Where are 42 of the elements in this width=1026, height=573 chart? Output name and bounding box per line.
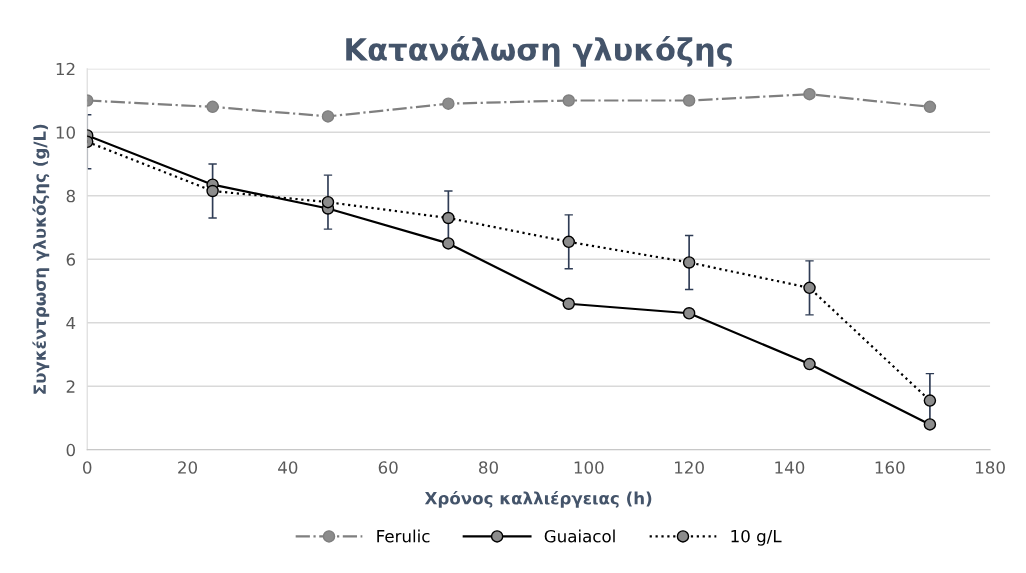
point — [682, 307, 696, 320]
point — [442, 237, 455, 250]
x-tick-label: 140 — [775, 461, 805, 474]
point — [206, 100, 219, 114]
y-tick-label: 2 — [66, 380, 75, 393]
x-tick-label: 40 — [278, 461, 298, 474]
point — [923, 394, 937, 407]
y-tick-label: 10 — [56, 126, 75, 139]
legend-label: Ferulic — [377, 529, 430, 543]
point — [803, 357, 816, 371]
x-axis-title: Χρόνος καλλιέργειας (h) — [424, 490, 652, 508]
x-tick-label: 80 — [479, 461, 498, 474]
y-axis-title: Συγκέντρωση γλυκόζης (g/L) — [32, 124, 50, 394]
point — [562, 297, 575, 310]
point — [562, 235, 575, 249]
point — [803, 281, 816, 295]
y-tick-label: 12 — [56, 62, 75, 76]
x-tick-label: 160 — [875, 461, 905, 474]
x-tick-label: 100 — [574, 461, 604, 474]
point — [562, 94, 575, 107]
x-tick-label: 180 — [976, 461, 1005, 474]
legend-label: 10 g/L — [731, 529, 782, 546]
point — [682, 94, 696, 107]
legend-label: Guaiacol — [544, 529, 615, 543]
y-tick-label: 6 — [66, 253, 76, 266]
point — [803, 87, 816, 101]
point — [923, 100, 937, 114]
point — [442, 211, 455, 225]
x-tick-label: 20 — [178, 461, 198, 474]
chart-title: Κατανάλωση γλυκόζης — [346, 35, 732, 67]
x-tick-label: 60 — [378, 461, 398, 474]
point — [923, 418, 937, 431]
x-tick-label: 120 — [675, 461, 704, 474]
y-tick-label: 0 — [66, 443, 75, 457]
point — [206, 184, 219, 198]
y-tick-label: 8 — [66, 189, 75, 203]
point — [442, 97, 455, 110]
point — [321, 195, 335, 209]
point — [682, 256, 696, 269]
point — [321, 110, 335, 123]
y-tick-label: 4 — [66, 316, 76, 330]
x-tick-label: 0 — [83, 461, 92, 474]
